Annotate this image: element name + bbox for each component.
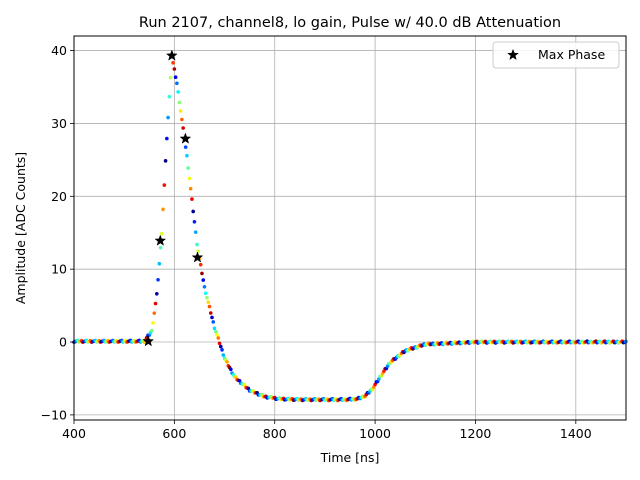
legend-box <box>492 41 620 69</box>
pulse-sample-point <box>151 321 155 325</box>
pulse-sample-point <box>211 320 216 324</box>
pulse-sample-point <box>187 176 192 181</box>
pulse-sample-point <box>171 61 175 65</box>
y-tick-label: 0 <box>59 335 67 350</box>
pulse-sample-point <box>218 344 223 349</box>
pulse-sample-point <box>210 315 214 320</box>
pulse-sample-point <box>177 100 182 105</box>
pulse-sample-point <box>205 295 209 300</box>
pulse-sample-point <box>190 197 194 201</box>
pulse-sample-point <box>216 336 221 340</box>
x-tick-label: 1000 <box>359 426 391 441</box>
pulse-sample-point <box>172 67 177 71</box>
max-phase-star-marker <box>154 234 167 246</box>
legend-star-icon <box>507 48 519 61</box>
pulse-sample-point <box>178 109 183 113</box>
pulse-sample-point <box>173 75 178 80</box>
pulse-sample-point <box>161 207 165 212</box>
pulse-sample-point <box>225 360 229 364</box>
max-phase-star-marker <box>179 132 192 144</box>
pulse-sample-point <box>212 326 217 331</box>
pulse-sample-point <box>192 220 197 224</box>
y-tick-label: 20 <box>51 189 67 204</box>
y-tick-label: −10 <box>41 407 67 422</box>
pulse-sample-point <box>167 94 172 99</box>
pulse-sample-point <box>163 159 168 163</box>
pulse-sample-point <box>175 81 179 86</box>
pulse-sample-point <box>181 126 185 130</box>
pulse-sample-point <box>195 242 199 247</box>
pulse-sample-point <box>191 209 195 214</box>
pulse-sample-point <box>208 311 213 315</box>
pulse-sample-point <box>201 278 206 282</box>
max-phase-star-marker <box>165 49 178 61</box>
x-tick-label: 800 <box>263 426 287 441</box>
pulse-sample-point <box>207 304 212 309</box>
pulse-sample-point <box>168 75 173 80</box>
y-tick-label: 40 <box>51 43 67 58</box>
pulse-sample-point <box>196 249 200 254</box>
pulse-sample-point <box>155 292 159 296</box>
legend: Max Phase <box>492 41 620 69</box>
pulse-sample-point <box>200 271 204 276</box>
pulse-sample-point <box>215 333 219 337</box>
pulse-sample-point <box>157 261 162 266</box>
pulse-sample-point <box>193 230 198 234</box>
pulse-sample-point <box>166 115 170 120</box>
y-tick-label: 10 <box>51 262 67 277</box>
pulse-sample-point <box>229 367 233 372</box>
pulse-sample-point <box>180 117 184 122</box>
pulse-sample-point <box>220 348 224 352</box>
legend-label-max-phase: Max Phase <box>538 47 605 62</box>
pulse-sample-point <box>156 277 160 282</box>
pulse-sample-point <box>149 328 154 333</box>
pulse-sample-point <box>198 262 203 267</box>
pulse-sample-point <box>183 145 188 149</box>
pulse-sample-point <box>152 311 157 315</box>
pulse-sample-point <box>188 186 193 191</box>
pulse-sample-point <box>153 301 158 306</box>
pulse-sample-point <box>217 341 222 346</box>
axes-frame <box>73 35 627 421</box>
pulse-sample-point <box>185 153 189 158</box>
x-tick-label: 1200 <box>460 426 492 441</box>
max-phase-star-marker <box>191 251 204 263</box>
chart-title: Run 2107, channel8, lo gain, Pulse w/ 40… <box>139 15 561 31</box>
max-phase-star-marker <box>142 335 155 347</box>
pulse-sample-point <box>162 183 167 187</box>
pulse-sample-point <box>221 353 226 357</box>
pulse-sample-point <box>186 166 190 170</box>
pulse-sample-point <box>203 291 208 296</box>
x-axis: 400 600 800 1000 1200 1400 <box>62 420 592 441</box>
pulse-sample-point <box>160 231 164 236</box>
x-tick-label: 400 <box>62 426 86 441</box>
pulse-sample-point <box>202 285 207 289</box>
legend-star-marker <box>507 48 519 61</box>
grid-lines <box>73 36 626 420</box>
y-axis-label: Amplitude [ADC Counts] <box>13 152 28 304</box>
y-tick-label: 30 <box>51 116 67 131</box>
y-axis: −10 0 10 20 30 40 <box>41 43 74 422</box>
plot-area <box>72 49 628 403</box>
pulse-sample-point <box>165 136 169 141</box>
x-axis-label: Time [ns] <box>320 450 380 465</box>
pulse-sample-point <box>206 300 211 304</box>
x-tick-label: 1400 <box>560 426 592 441</box>
pulse-sample-point <box>213 329 218 334</box>
pulse-sample-point <box>176 90 180 94</box>
x-tick-label: 600 <box>162 426 186 441</box>
pulse-sample-point <box>158 245 163 250</box>
